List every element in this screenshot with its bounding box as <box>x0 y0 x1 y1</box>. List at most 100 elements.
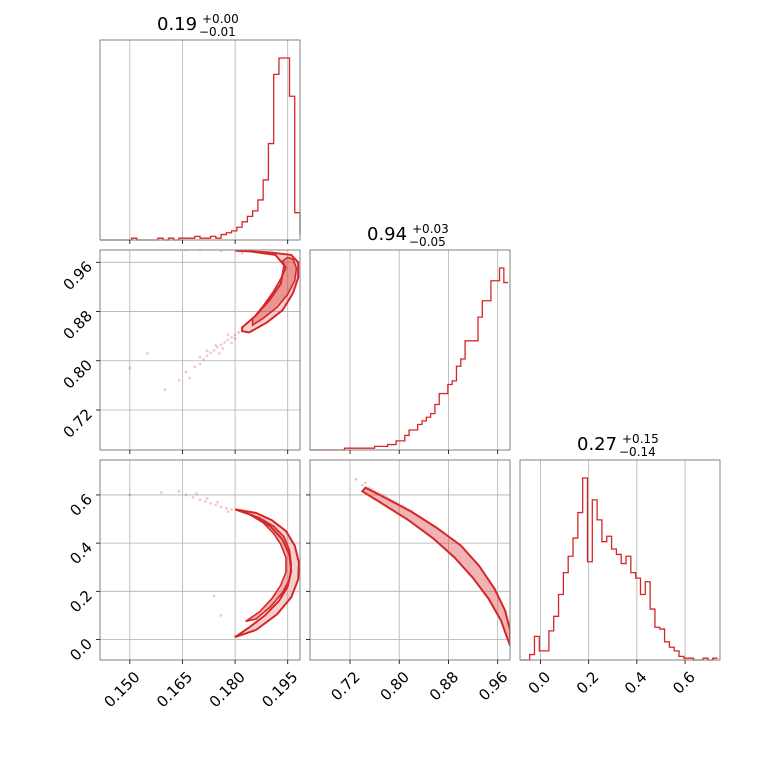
hist-param3-step <box>520 477 718 661</box>
pair-p1-p2-sample-point <box>240 251 244 255</box>
title-param2-minus: −0.05 <box>409 235 446 249</box>
xtick-label-param3: 0.6 <box>669 668 699 698</box>
xtick-label-param3: 0.2 <box>573 668 603 698</box>
hist-param3-background <box>520 460 720 660</box>
pair-p1-p2-sample-point <box>202 358 205 361</box>
pair-p1-p2-sample-point <box>237 331 240 334</box>
title-param2-plus: +0.03 <box>412 222 449 236</box>
pair-p1-p2-contour-inner <box>251 256 298 327</box>
pair-p1-p2-sample-point <box>230 341 233 345</box>
hist-param2-background <box>310 250 510 450</box>
pair-p1-p3-sample-point <box>191 495 195 499</box>
ytick-label-param2: 0.72 <box>60 405 96 441</box>
xtick-label-param2: 0.72 <box>327 668 363 704</box>
hist-param3-panel <box>520 460 720 661</box>
pair-p1-p2-sample-point <box>216 345 219 349</box>
pair-p1-p3-panel <box>100 460 300 660</box>
title-param1-plus: +0.00 <box>202 12 239 26</box>
pair-p1-p3-frame <box>99 459 301 661</box>
pair-p1-p3-sample-point <box>224 506 228 510</box>
pair-p1-p2-background <box>100 250 300 450</box>
ytick-label-param3: 0.4 <box>66 538 96 568</box>
pair-p1-p2-sample-point <box>233 333 237 337</box>
pair-p1-p3-sample-point <box>203 500 207 504</box>
hist-param2-frame <box>309 249 511 451</box>
xtick-label-param1: 0.150 <box>100 668 143 711</box>
pair-p1-p3-sample-point <box>216 500 219 504</box>
pair-p1-p2-sample-point <box>205 354 209 358</box>
pair-p1-p3-sample-point <box>205 497 209 500</box>
pair-p2-p3-sample-point <box>354 477 358 481</box>
pair-p1-p3-sample-point <box>195 492 198 496</box>
pair-p1-p3-background <box>100 460 300 660</box>
pair-p1-p2-sample-point <box>219 343 223 347</box>
pair-p1-p2-sample-point <box>233 337 237 341</box>
pair-p1-p2-sample-point <box>198 355 202 359</box>
pair-p1-p2-sample-point <box>198 362 202 366</box>
pair-p1-p3-sample-point <box>160 491 163 494</box>
pair-p1-p2-sample-point <box>209 351 212 355</box>
pair-p2-p3-marks <box>354 477 510 646</box>
pair-p1-p2-marks <box>128 250 300 392</box>
xtick-label-param2: 0.88 <box>426 668 462 704</box>
pair-p1-p2-sample-point <box>230 335 233 339</box>
pair-p1-p2-sample-point <box>188 376 191 380</box>
pair-p2-p3-panel <box>310 460 510 660</box>
hist-param2-step <box>310 267 509 451</box>
pair-p1-p2-sample-point <box>163 388 167 392</box>
title-param1-median: 0.19 <box>157 14 197 35</box>
hist-param3-frame <box>519 459 721 661</box>
pair-p1-p2-sample-point <box>217 351 221 355</box>
xtick-label-param2: 0.96 <box>475 668 511 704</box>
pair-p1-p3-sample-point <box>226 510 230 514</box>
ytick-label-param3: 0.0 <box>66 635 96 665</box>
pair-p1-p2-sample-point <box>145 351 149 355</box>
pair-p2-p3-contour-upper <box>365 487 510 631</box>
pair-p1-p2-panel <box>100 250 300 450</box>
pair-p1-p3-sample-point <box>214 503 218 507</box>
hist-param1-background <box>100 40 300 240</box>
pair-p1-p2-sample-point <box>212 348 216 352</box>
pair-p2-p3-frame <box>309 459 511 661</box>
ytick-label-param2: 0.88 <box>60 307 96 343</box>
ytick-label-param2: 0.96 <box>60 258 96 294</box>
xtick-label-param1: 0.165 <box>153 668 196 711</box>
pair-p1-p3-sample-point <box>219 614 223 617</box>
panels-layer: 0.150 0.165 0.180 0.195 0.72 0.80 0.88 0.96 0.0 0… <box>60 39 721 711</box>
pair-p1-p3-sample-point <box>209 501 212 505</box>
title-param3-median: 0.27 <box>577 434 617 455</box>
pair-p1-p2-sample-point <box>128 366 132 370</box>
ytick-label-param3: 0.6 <box>66 490 96 520</box>
pair-p1-p2-sample-point <box>226 338 230 342</box>
pair-p1-p3-sample-point <box>230 507 233 511</box>
xtick-label-param1: 0.180 <box>206 668 249 711</box>
pair-p2-p3-sample-point <box>360 483 364 487</box>
pair-p1-p3-sample-point <box>184 493 188 497</box>
pair-p2-p3-sample-point <box>363 481 367 485</box>
pair-p1-p3-sample-point <box>177 489 181 493</box>
title-param3-plus: +0.15 <box>622 432 659 446</box>
hist-param2-panel <box>310 250 510 451</box>
xtick-label-param3: 0.4 <box>621 668 651 698</box>
pair-p1-p2-sample-point <box>221 347 225 350</box>
pair-p1-p2-sample-point <box>214 343 218 347</box>
pair-p1-p3-sample-point <box>198 498 202 502</box>
pair-p1-p3-sample-point <box>212 594 216 598</box>
pair-p1-p2-sample-point <box>223 340 226 344</box>
ytick-label-param3: 0.2 <box>66 587 96 617</box>
pair-p1-p2-sample-point <box>226 333 230 337</box>
pair-p2-p3-background <box>310 460 510 660</box>
title-param1-minus: −0.01 <box>199 25 236 39</box>
title-param2-median: 0.94 <box>367 224 407 245</box>
pair-p1-p3-sample-point <box>219 505 223 509</box>
pair-p1-p2-sample-point <box>193 365 197 369</box>
xtick-label-param3: 0.0 <box>525 668 555 698</box>
title-param3-minus: −0.14 <box>619 445 656 459</box>
hist-param1-panel <box>100 40 301 241</box>
hist-param1-frame <box>99 39 301 241</box>
pair-p1-p3-contour-inner <box>245 513 293 623</box>
pair-p1-p2-sample-point <box>205 349 209 353</box>
pair-p1-p2-sample-point <box>177 379 181 382</box>
pair-p1-p2-sample-point <box>184 370 188 374</box>
